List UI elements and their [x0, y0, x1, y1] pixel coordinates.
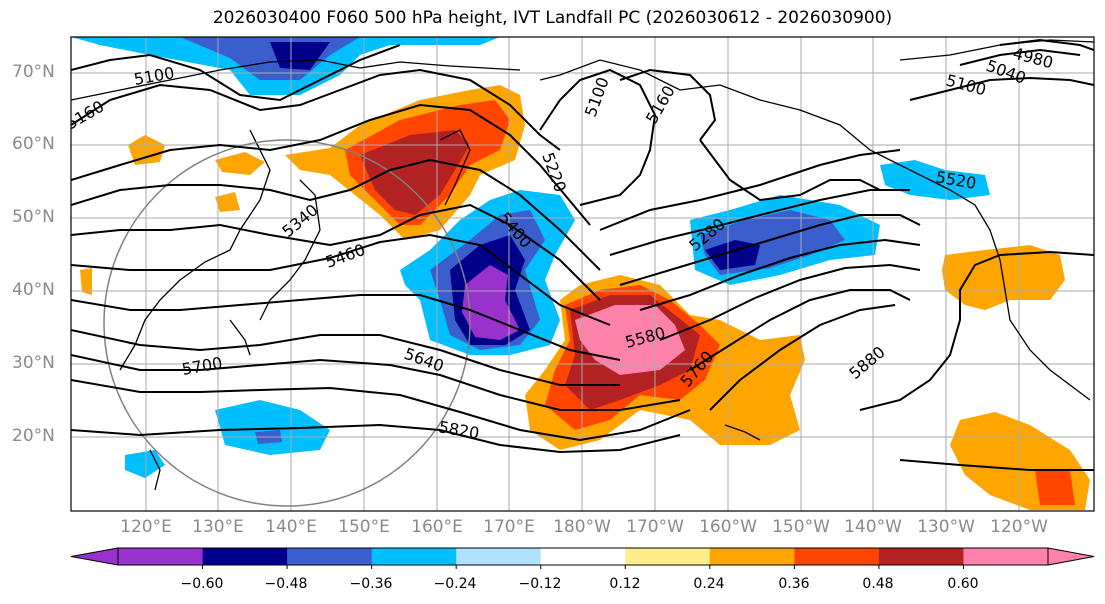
colorbar-tick-label: 0.24 [693, 576, 725, 592]
lon-label: 130°W [917, 517, 975, 537]
colorbar-tick-label: −0.48 [264, 576, 308, 592]
colorbar-tick-label: −0.60 [180, 576, 224, 592]
colorbar-swatch [878, 548, 964, 565]
colorbar-swatch [202, 548, 288, 565]
lon-label: 140°E [265, 517, 317, 537]
colorbar-swatch [709, 548, 795, 565]
lat-label: 30°N [12, 353, 55, 373]
lat-label: 50°N [12, 207, 55, 227]
colorbar-tick-label: 0.60 [947, 576, 979, 592]
colorbar-swatch [287, 548, 373, 565]
lon-label: 150°W [772, 517, 830, 537]
colorbar-swatch [456, 548, 542, 565]
map-frame [70, 36, 1095, 512]
colorbar-tick-label: 0.36 [778, 576, 810, 592]
colorbar-swatch [371, 548, 457, 565]
colorbar-tick-label: 0.48 [862, 576, 894, 592]
lon-label: 170°W [626, 517, 684, 537]
colorbar-tick-label: −0.36 [349, 576, 393, 592]
lon-label: 130°E [192, 517, 244, 537]
map-title: 2026030400 F060 500 hPa height, IVT Land… [212, 8, 893, 28]
lon-label: 120°E [120, 517, 172, 537]
lon-label: 180°W [553, 517, 611, 537]
lon-label: 150°E [338, 517, 390, 537]
colorbar-max-extension [1047, 547, 1095, 566]
lat-label: 20°N [12, 426, 55, 446]
lat-label: 70°N [12, 62, 55, 82]
colorbar-swatch [540, 548, 626, 565]
colorbar-tick-label: 0.12 [609, 576, 641, 592]
lon-label: 160°W [699, 517, 757, 537]
reference-circle [103, 139, 471, 507]
lon-label: 120°W [990, 517, 1048, 537]
height-contours [71, 38, 1094, 471]
colorbar-frame [117, 547, 1049, 566]
colorbar-min-extension [70, 547, 119, 566]
colorbar-tick-label: −0.24 [433, 576, 477, 592]
colorbar [70, 547, 1095, 569]
lat-label: 40°N [12, 280, 55, 300]
colorbar-swatch [118, 548, 204, 565]
colorbar-tick-label: −0.12 [518, 576, 562, 592]
colorbar-swatch [963, 548, 1049, 565]
lon-label: 160°E [411, 517, 463, 537]
colorbar-swatch [625, 548, 711, 565]
map-area: 5100 5160 5100 5160 5040 4980 5100 5220 … [71, 37, 1094, 511]
colorbar-swatch [794, 548, 880, 565]
lat-label: 60°N [12, 134, 55, 154]
lon-label: 140°W [844, 517, 902, 537]
lon-label: 170°E [483, 517, 535, 537]
